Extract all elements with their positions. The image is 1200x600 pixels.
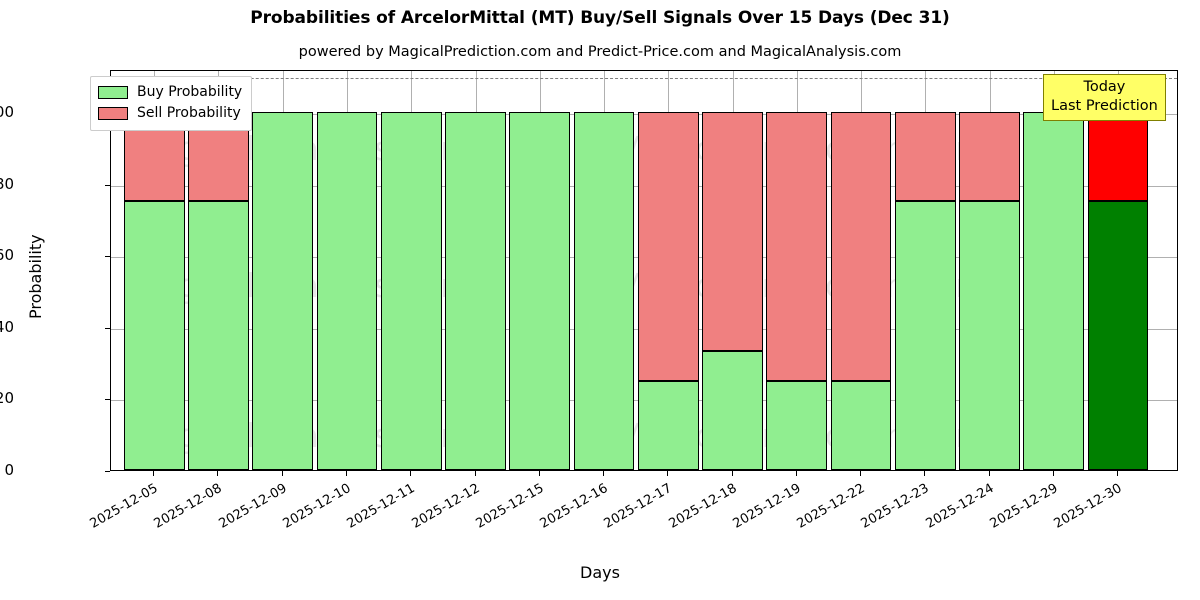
x-tick-mark [860, 471, 862, 476]
y-tick-label: 20 [0, 389, 14, 408]
x-tick-mark [731, 471, 733, 476]
bar-segment-buy [894, 201, 956, 470]
sell-swatch-icon [98, 107, 128, 120]
y-tick-mark [105, 471, 110, 472]
bar-segment-buy [123, 201, 185, 470]
y-tick-mark [105, 184, 110, 186]
bar-segment-buy [1087, 201, 1149, 470]
bar-segment-buy [445, 111, 506, 470]
page-title: Probabilities of ArcelorMittal (MT) Buy/… [250, 8, 950, 28]
bar-segment-sell [959, 111, 1020, 202]
bar-segment-sell [702, 111, 763, 351]
bar-segment-sell [766, 111, 828, 381]
bar-segment-buy [188, 201, 249, 470]
x-tick-mark [795, 471, 797, 476]
bar-group [637, 71, 699, 470]
x-tick-mark [153, 471, 155, 476]
x-axis-label: Days [580, 563, 620, 582]
bar-segment-buy [316, 111, 378, 470]
y-tick-label: 80 [0, 174, 14, 193]
legend-item-buy: Buy Probability [98, 82, 242, 103]
bar-segment-buy [702, 350, 763, 470]
bar-group [1023, 71, 1085, 470]
bar-segment-buy [830, 380, 892, 470]
y-tick-mark [105, 399, 110, 401]
x-tick-mark [667, 471, 669, 476]
bar-group [316, 71, 378, 470]
bar-segment-buy [959, 201, 1020, 470]
x-tick-mark [988, 471, 990, 476]
y-tick-label: 40 [0, 317, 14, 336]
y-axis-label: Probability [26, 233, 45, 319]
bar-segment-sell [637, 111, 699, 381]
bar-group [380, 71, 442, 470]
bar-group [894, 71, 956, 470]
today-annotation-line2: Last Prediction [1051, 98, 1158, 114]
y-tick-label: 60 [0, 246, 14, 265]
chart-subtitle: powered by MagicalPrediction.com and Pre… [298, 44, 902, 60]
legend-label-buy: Buy Probability [137, 84, 243, 100]
bar-segment-sell [830, 111, 892, 381]
plot-area: MagicalAnalysis.comMagicalPrediction.com… [110, 70, 1178, 471]
bar-segment-buy [766, 380, 828, 470]
x-tick-mark [217, 471, 219, 476]
x-tick-mark [924, 471, 926, 476]
bar-segment-buy [509, 111, 571, 470]
bar-group [573, 71, 635, 470]
x-tick-mark [474, 471, 476, 476]
bar-group [702, 71, 763, 470]
x-tick-mark [603, 471, 605, 476]
bar-group [830, 71, 892, 470]
reference-line [111, 78, 1177, 80]
x-tick-mark [281, 471, 283, 476]
bar-segment-sell [894, 111, 956, 202]
today-annotation-line1: Today [1083, 79, 1126, 95]
buy-swatch-icon [98, 86, 128, 99]
bar-segment-buy [1023, 111, 1085, 470]
today-annotation: Today Last Prediction [1043, 74, 1166, 121]
bar-segment-buy [637, 380, 699, 470]
bar-group [252, 71, 314, 470]
chart-legend: Buy Probability Sell Probability [90, 76, 253, 131]
legend-label-sell: Sell Probability [137, 105, 241, 121]
bar-group [766, 71, 828, 470]
bar-segment-buy [252, 111, 314, 470]
y-tick-mark [105, 256, 110, 258]
bar-segment-buy [380, 111, 442, 470]
x-tick-mark [1052, 471, 1054, 476]
legend-item-sell: Sell Probability [98, 103, 242, 124]
bar-group [1087, 71, 1149, 470]
y-tick-label: 0 [4, 461, 14, 479]
x-tick-mark [410, 471, 412, 476]
y-tick-mark [105, 327, 110, 329]
bar-segment-buy [573, 111, 635, 470]
x-tick-mark [538, 471, 540, 476]
bar-segment-sell [1087, 111, 1149, 202]
bar-group [509, 71, 571, 470]
bar-group [445, 71, 506, 470]
bars-layer [111, 71, 1177, 470]
x-tick-mark [1117, 471, 1119, 476]
x-tick-mark [345, 471, 347, 476]
bar-group [959, 71, 1020, 470]
y-tick-label: 100 [0, 102, 14, 121]
